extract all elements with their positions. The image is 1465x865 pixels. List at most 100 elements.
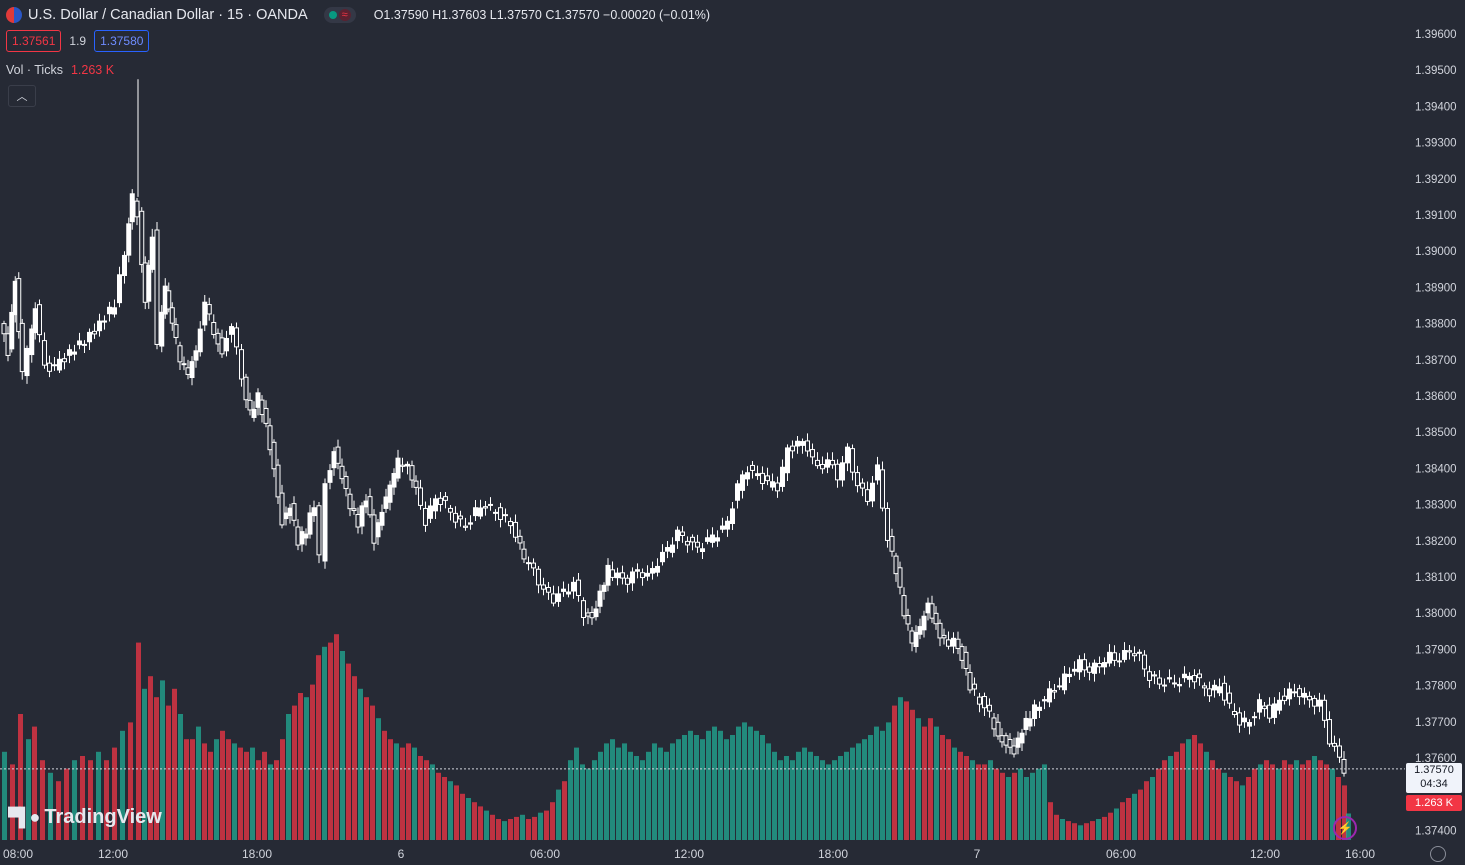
volume-bar bbox=[760, 735, 765, 840]
candle-body bbox=[211, 321, 217, 335]
volume-bar bbox=[80, 756, 85, 840]
volume-bar bbox=[128, 722, 133, 840]
volume-bar bbox=[1216, 768, 1221, 840]
volume-bar bbox=[892, 705, 897, 840]
status-indicators[interactable]: ≈ bbox=[323, 7, 356, 23]
candle-body bbox=[1162, 684, 1167, 687]
volume-bar bbox=[880, 730, 885, 840]
candle-body bbox=[700, 548, 705, 553]
volume-bar bbox=[820, 760, 825, 840]
time-tick-label: 18:00 bbox=[818, 847, 848, 861]
candle-body bbox=[239, 349, 244, 380]
candle-body bbox=[1152, 674, 1157, 677]
candle-body bbox=[299, 531, 305, 545]
time-axis[interactable]: 08:00 12:00 18:00 6 06:00 12:00 18:00 7 06:00 12:… bbox=[3, 847, 1375, 861]
candle-body bbox=[893, 555, 899, 575]
candle-body bbox=[307, 512, 313, 535]
price-tick-label: 1.37700 bbox=[1415, 717, 1457, 729]
volume-bar bbox=[598, 751, 603, 840]
candle-body bbox=[139, 210, 145, 266]
volume-tag: 1.263 K bbox=[1406, 795, 1462, 811]
candle-body bbox=[287, 507, 293, 516]
candle-body bbox=[695, 541, 700, 548]
candle-body bbox=[1227, 692, 1232, 704]
volume-bar bbox=[202, 743, 207, 840]
candle-body bbox=[840, 462, 845, 481]
candle-body bbox=[1137, 651, 1142, 654]
candle-body bbox=[1112, 652, 1117, 661]
settings-icon[interactable] bbox=[1430, 846, 1446, 862]
volume-bar bbox=[676, 739, 681, 840]
candle-body bbox=[982, 696, 987, 709]
volume-bar bbox=[616, 747, 621, 840]
candle-body bbox=[331, 451, 337, 469]
candle-body bbox=[810, 449, 815, 458]
volume-bar bbox=[72, 760, 77, 840]
candle-body bbox=[967, 672, 973, 691]
candle-body bbox=[620, 572, 625, 579]
candle-body bbox=[463, 525, 468, 528]
volume-bar bbox=[292, 705, 297, 840]
candle-body bbox=[1019, 732, 1025, 744]
volume-bar bbox=[96, 751, 101, 840]
symbol-title[interactable]: U.S. Dollar / Canadian Dollar · 15 · OAN… bbox=[28, 7, 308, 23]
volume-bar bbox=[496, 819, 501, 840]
candle-body bbox=[1011, 745, 1017, 755]
candle-body bbox=[780, 466, 785, 487]
candle-body bbox=[987, 704, 992, 712]
price-tick-label: 1.38200 bbox=[1415, 536, 1457, 548]
candle-body bbox=[219, 337, 225, 355]
candle-body bbox=[9, 311, 15, 350]
lightning-icon[interactable]: ⚡ bbox=[1333, 816, 1357, 840]
volume-legend-label[interactable]: Vol · Ticks bbox=[6, 63, 63, 77]
volume-bar bbox=[688, 730, 693, 840]
candle-body bbox=[835, 463, 840, 481]
volume-bar bbox=[1234, 781, 1239, 840]
candle-body bbox=[409, 465, 415, 481]
candle-body bbox=[755, 473, 760, 477]
candle-body bbox=[438, 497, 443, 505]
volume-bar bbox=[796, 751, 801, 840]
candle-body bbox=[785, 447, 790, 474]
candle-body bbox=[433, 498, 438, 512]
candle-body bbox=[367, 496, 373, 516]
candle-body bbox=[82, 343, 87, 346]
volume-bar bbox=[268, 764, 273, 840]
candle-body bbox=[259, 399, 265, 416]
last-price-value: 1.37570 bbox=[1414, 764, 1454, 776]
candle-body bbox=[581, 600, 586, 619]
candle-body bbox=[488, 503, 493, 506]
volume-bar bbox=[262, 751, 267, 840]
volume-bar bbox=[184, 739, 189, 840]
volume-bar bbox=[700, 739, 705, 840]
candle-body bbox=[1317, 699, 1322, 707]
candle-body bbox=[1057, 685, 1062, 688]
volume-bar bbox=[166, 705, 171, 840]
volume-bar bbox=[532, 816, 537, 840]
volume-bar bbox=[1222, 772, 1227, 840]
candle-body bbox=[67, 349, 72, 356]
candle-body bbox=[52, 364, 57, 367]
candle-body bbox=[541, 584, 546, 590]
volume-bar bbox=[104, 760, 109, 840]
buy-price-button[interactable]: 1.37580 bbox=[94, 30, 150, 52]
price-tick-label: 1.38700 bbox=[1415, 355, 1457, 367]
candle-body bbox=[279, 492, 285, 526]
volume-bar bbox=[196, 726, 201, 840]
volume-bar bbox=[1228, 777, 1233, 840]
candle-body bbox=[224, 337, 229, 352]
volume-bar bbox=[742, 722, 747, 840]
candle-body bbox=[1237, 712, 1242, 726]
candle-body bbox=[478, 507, 483, 517]
volume-bar bbox=[376, 718, 381, 840]
candle-body bbox=[1207, 688, 1212, 697]
sell-price-button[interactable]: 1.37561 bbox=[6, 30, 62, 52]
volume-bar bbox=[592, 760, 597, 840]
candle-body bbox=[685, 540, 690, 546]
candle-body bbox=[795, 440, 800, 447]
price-axis[interactable]: 1.39600 1.39500 1.39400 1.39300 1.39200 1.391… bbox=[1415, 29, 1457, 837]
price-tick-label: 1.37600 bbox=[1415, 753, 1457, 765]
candle-body bbox=[750, 464, 755, 471]
chevron-up-icon[interactable]: ︿ bbox=[8, 85, 36, 107]
